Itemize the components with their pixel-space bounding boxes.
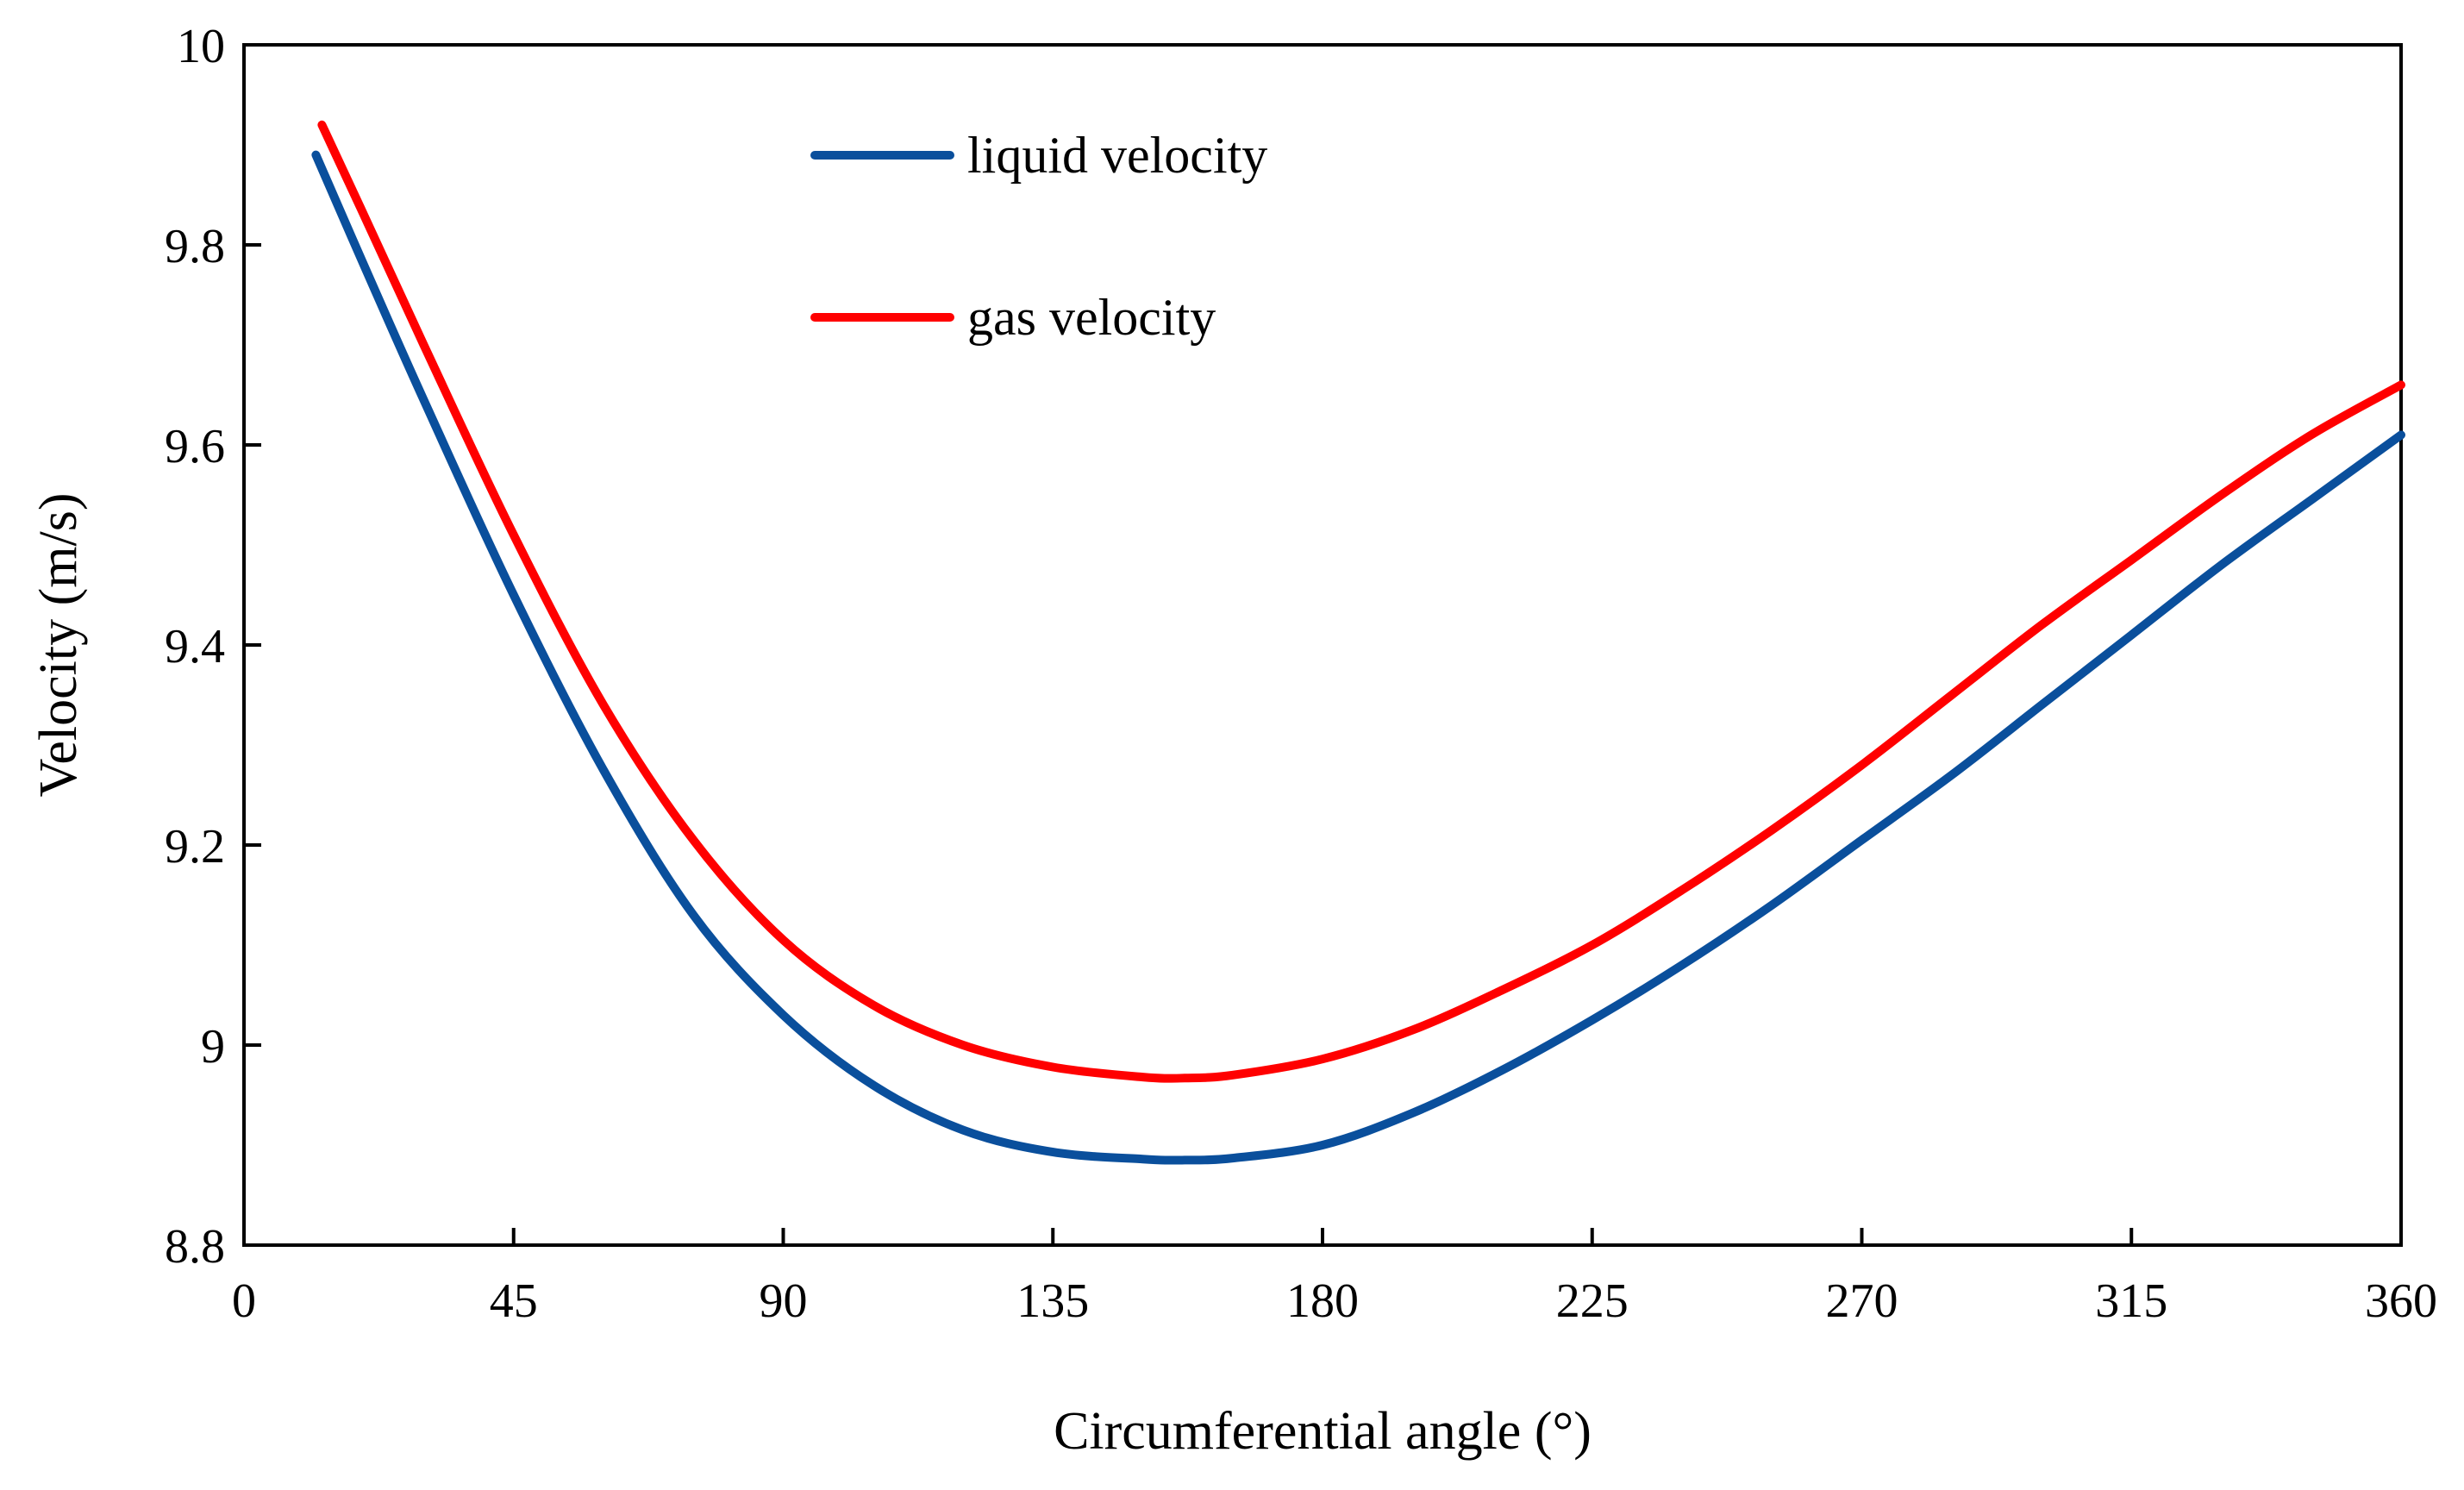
x-tick-label: 360 <box>2365 1274 2437 1328</box>
legend-label: liquid velocity <box>967 127 1267 184</box>
legend: liquid velocity gas velocity <box>810 127 1267 346</box>
x-axis-label: Circumferential angle (°) <box>1054 1402 1592 1461</box>
y-tick-label: 9.2 <box>165 820 225 873</box>
y-tick-label: 9.8 <box>165 220 225 273</box>
x-tick-label: 0 <box>232 1274 256 1328</box>
x-axis-ticks: 0 45 90 135 180 225 270 315 360 <box>232 1228 2437 1328</box>
series-line-gas-velocity <box>317 120 2405 1083</box>
y-tick-label: 9 <box>201 1020 225 1074</box>
y-tick-label: 10 <box>177 20 225 73</box>
y-axis-ticks: 8.8 9 9.2 9.4 9.6 9.8 10 <box>165 20 261 1274</box>
series-line-liquid-velocity <box>311 150 2405 1165</box>
y-tick-label: 9.4 <box>165 620 225 673</box>
series-layer <box>311 120 2405 1165</box>
x-tick-label: 90 <box>760 1274 808 1328</box>
x-tick-label: 225 <box>1556 1274 1629 1328</box>
x-tick-label: 315 <box>2095 1274 2167 1328</box>
y-tick-label: 8.8 <box>165 1220 225 1274</box>
x-tick-label: 180 <box>1286 1274 1359 1328</box>
legend-label: gas velocity <box>967 289 1216 346</box>
y-tick-label: 9.6 <box>165 420 225 473</box>
y-axis-label: Velocity (m/s) <box>29 493 88 798</box>
x-tick-label: 45 <box>490 1274 538 1328</box>
x-tick-label: 135 <box>1016 1274 1089 1328</box>
x-tick-label: 270 <box>1826 1274 1898 1328</box>
